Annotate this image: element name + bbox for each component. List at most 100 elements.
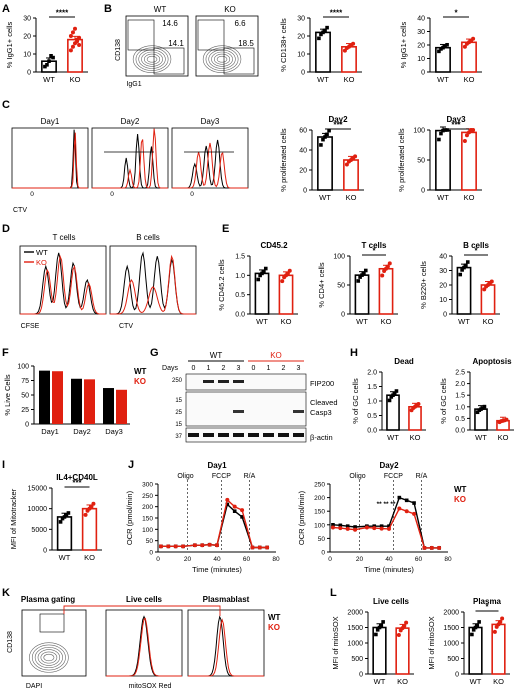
panel-e-tcells-point-wt (360, 273, 364, 277)
panel-h-apoptosis-x-tick-label: KO (498, 433, 509, 442)
panel-j-day1-line-ko (160, 498, 268, 549)
panel-e-tcells-point-wt (358, 275, 362, 279)
panel-j-day1-y-tick-label: 300 (142, 482, 153, 489)
panel-g-wt-label: WT (210, 351, 223, 360)
panel-j-day1-x-tick-label: 80 (272, 556, 280, 563)
panel-b-letter: B (104, 3, 112, 15)
panel-g-band-actin (188, 433, 199, 437)
panel-g-band-actin (248, 433, 259, 437)
panel-b-wt-plot-contour-ring (141, 51, 163, 67)
panel-b-ko-plot-contour-ring (208, 49, 236, 69)
panel-e-cd452-x-tick-label: KO (281, 317, 292, 326)
panel-l-live-y-tick-label: 1000 (347, 641, 363, 648)
panel-h-apoptosis-y-tick-label: 1.0 (455, 404, 465, 411)
panel-h-apoptosis-y-tick-label: 0.5 (455, 416, 465, 423)
panel-b-cd138-x-tick-label: KO (344, 75, 355, 84)
panel-b-igg1-y-label: % IgG1+ cells (399, 22, 408, 69)
panel-e-letter: E (222, 223, 229, 235)
panel-k-plasmablast-title: Plasmablast (203, 595, 250, 604)
panel-l-live-point-wt (377, 625, 382, 630)
panel-e-tcells-point-wt (356, 279, 361, 283)
panel-j-letter: J (128, 459, 134, 471)
panel-b-igg1-point-wt (445, 42, 449, 47)
panel-b-igg1-point-ko (471, 36, 476, 41)
panel-c-day2-point-wt (327, 128, 331, 133)
panel-a-point-ko (68, 48, 73, 53)
panel-j-day2-point-ko (429, 545, 434, 550)
panel-i-y-tick-label: 15000 (28, 486, 48, 493)
panel-b-ko-gate-q2 (223, 47, 255, 75)
panel-a-y-tick-label: 20 (23, 34, 31, 41)
panel-i-point-wt (64, 513, 69, 518)
panel-b-cd138-point-ko (351, 41, 356, 46)
panel-a-point-ko (77, 35, 82, 40)
panel-j-day1-x-tick-label: 0 (156, 556, 160, 563)
panel-e-bcells-point-wt (465, 260, 470, 264)
panel-e-tcells-y-tick-label: 50 (337, 283, 345, 290)
panel-h-dead-y-tick-label: 1.5 (367, 384, 377, 391)
panel-i-y-label: MFI of Mitotracker (9, 488, 18, 549)
panel-e-cd452-y-label: % CD45.2 cells (217, 259, 226, 311)
panel-k-gating-plot-contour-ring (37, 649, 61, 666)
panel-b-cd138-point-wt (317, 36, 321, 41)
panel-j-day2-point-wt (387, 524, 391, 528)
panel-f-legend-ko: KO (134, 377, 146, 386)
panel-a-y-tick-label: 10 (23, 52, 31, 59)
panel-a-point-ko (68, 34, 73, 38)
panel-d-tcells-title: T cells (53, 233, 76, 242)
panel-c-day3-histogram-frame (171, 127, 249, 189)
panel-c-day3-zero-label: 0 (190, 191, 194, 198)
panel-b-igg1-x-tick-label: KO (464, 75, 475, 84)
panel-e-tcells-x-tick-label: WT (356, 317, 368, 326)
panel-g-band-casp3 (293, 410, 304, 413)
panel-h-dead-point-wt (387, 398, 392, 403)
panel-e-tcells-point-ko (385, 264, 390, 269)
panel-e-tcells-x-tick-label: KO (381, 317, 392, 326)
panel-j-day2-point-ko (379, 526, 384, 531)
panel-c-day3-point-wt (443, 128, 447, 132)
panel-g-ko-label: KO (270, 351, 282, 360)
panel-f-y-tick-label: 50 (21, 393, 29, 400)
panel-i-point-wt (62, 515, 67, 519)
panel-k-plasma-gate (39, 613, 65, 633)
panel-c-day2-y-label: % proliferated cells (279, 128, 288, 192)
panel-b-wt-plot-contour-ring (143, 53, 161, 65)
panel-b-igg1-y-tick-label: 10 (417, 56, 425, 63)
panel-j-day1-annotation: R/A (244, 473, 256, 480)
panel-h-apoptosis-title: Apoptosis (472, 357, 512, 366)
panel-d-letter: D (2, 223, 10, 235)
panel-h-dead-y-label: % of GC cells (351, 378, 360, 424)
panel-g-band-actin (233, 433, 244, 437)
panel-e-tcells-point-ko (380, 273, 385, 278)
panel-j-day2-x-tick-label: 80 (444, 556, 452, 563)
panel-j-day2-point-ko (345, 526, 350, 531)
panel-g-band-casp3 (233, 410, 244, 413)
panel-c-day3-x-tick-label: KO (464, 193, 475, 202)
panel-a-point-ko (70, 30, 75, 35)
panel-j-legend-wt: WT (454, 485, 467, 494)
panel-f-bar-day1-ko (52, 371, 63, 424)
panel-l-live-point-ko (402, 623, 407, 628)
panel-j-day2-point-wt (397, 495, 402, 500)
panel-e-bcells-x-tick-label: WT (458, 317, 470, 326)
panel-l-live-point-ko (396, 633, 401, 638)
panel-a-point-ko (73, 26, 77, 31)
panel-g-lane-label: 1 (267, 365, 271, 372)
panel-j-day2-y-tick-label: 0 (321, 550, 325, 557)
panel-j-day1-point-ko (257, 545, 262, 550)
panel-e-bcells-point-wt (464, 263, 468, 268)
panel-h-apoptosis-y-tick-label: 0.0 (455, 428, 465, 435)
panel-j-day2-point-wt (353, 525, 357, 529)
panel-e-bcells-title: B cells (463, 241, 489, 250)
panel-j-day1-x-tick-label: 20 (184, 556, 192, 563)
panel-i-y-tick-label: 0 (43, 548, 47, 555)
panel-j-day1-y-tick-label: 200 (142, 504, 153, 511)
panel-j-day1-y-tick-label: 150 (142, 516, 153, 523)
panel-h-dead-y-tick-label: 0.0 (367, 428, 377, 435)
panel-a-x-tick-label: WT (43, 75, 55, 84)
panel-d-tcells-histogram-ko (20, 254, 106, 315)
panel-f-y-tick-label: 0 (25, 422, 29, 429)
panel-d-legend-wt: WT (36, 248, 48, 257)
panel-g-blot-actin (185, 427, 307, 443)
